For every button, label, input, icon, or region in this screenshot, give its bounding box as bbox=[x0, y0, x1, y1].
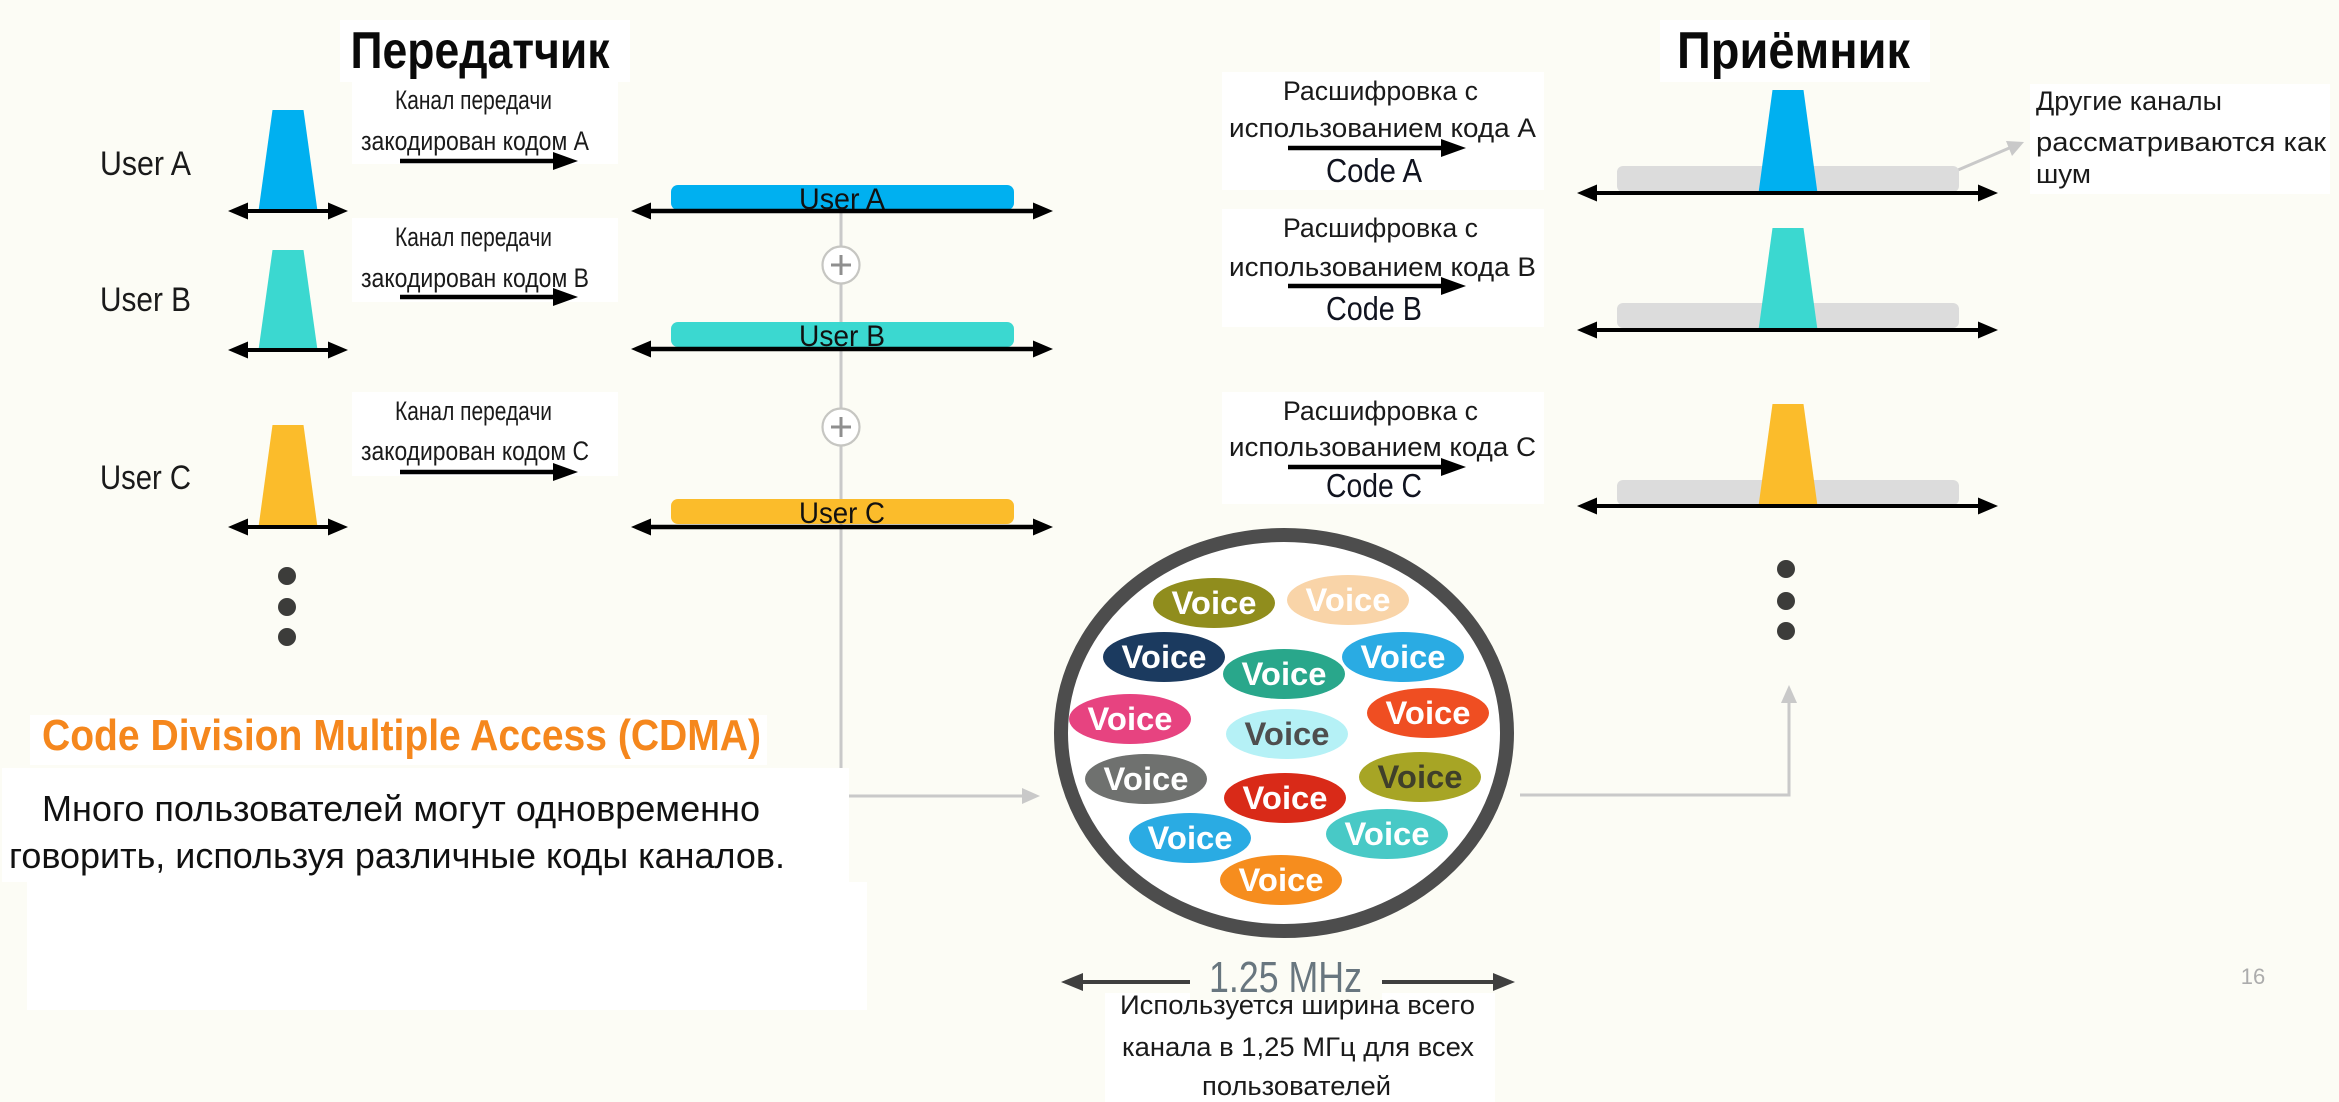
svg-text:Voice: Voice bbox=[1306, 582, 1391, 618]
svg-text:использованием кода B: использованием кода B bbox=[1229, 252, 1536, 282]
svg-text:Voice: Voice bbox=[1148, 820, 1233, 856]
svg-text:использованием кода C: использованием кода C bbox=[1229, 432, 1536, 462]
svg-text:Расшифровка с: Расшифровка с bbox=[1283, 76, 1478, 106]
svg-text:User B: User B bbox=[100, 281, 191, 319]
svg-text:закодирован кодом B: закодирован кодом B bbox=[361, 263, 589, 293]
svg-text:говорить, используя различные: говорить, используя различные коды канал… bbox=[9, 835, 785, 876]
svg-text:Расшифровка с: Расшифровка с bbox=[1283, 213, 1478, 243]
svg-text:закодирован кодом A: закодирован кодом A bbox=[361, 126, 589, 156]
svg-text:Code A: Code A bbox=[1326, 152, 1422, 189]
svg-text:Приёмник: Приёмник bbox=[1677, 22, 1911, 80]
svg-text:Voice: Voice bbox=[1345, 816, 1430, 852]
svg-text:Канал передачи: Канал передачи bbox=[395, 85, 552, 115]
svg-text:пользователей: пользователей bbox=[1202, 1071, 1391, 1101]
svg-text:Voice: Voice bbox=[1122, 639, 1207, 675]
svg-text:Другие каналы: Другие каналы bbox=[2036, 86, 2222, 116]
svg-text:Расшифровка с: Расшифровка с bbox=[1283, 396, 1478, 426]
svg-text:User A: User A bbox=[799, 183, 885, 216]
svg-text:Voice: Voice bbox=[1378, 759, 1463, 795]
svg-text:Много пользователей могут одно: Много пользователей могут одновременно bbox=[42, 788, 760, 829]
svg-text:Voice: Voice bbox=[1361, 639, 1446, 675]
svg-text:Voice: Voice bbox=[1242, 656, 1327, 692]
svg-text:Voice: Voice bbox=[1245, 716, 1330, 752]
svg-text:Передатчик: Передатчик bbox=[351, 22, 611, 80]
svg-text:Канал передачи: Канал передачи bbox=[395, 222, 552, 252]
svg-text:User B: User B bbox=[799, 320, 885, 353]
svg-text:User C: User C bbox=[100, 459, 191, 497]
svg-text:рассматриваются как: рассматриваются как bbox=[2036, 127, 2326, 157]
svg-text:User C: User C bbox=[799, 497, 885, 530]
svg-text:использованием кода A: использованием кода A bbox=[1229, 113, 1536, 143]
svg-text:Voice: Voice bbox=[1088, 701, 1173, 737]
svg-text:Voice: Voice bbox=[1104, 761, 1189, 797]
svg-text:шум: шум bbox=[2036, 159, 2091, 189]
svg-text:Канал передачи: Канал передачи bbox=[395, 396, 552, 426]
svg-text:16: 16 bbox=[2241, 964, 2265, 989]
svg-text:закодирован кодом C: закодирован кодом C bbox=[361, 436, 589, 466]
svg-text:1.25 MHz: 1.25 MHz bbox=[1209, 953, 1362, 1002]
svg-text:Voice: Voice bbox=[1243, 780, 1328, 816]
svg-text:Code C: Code C bbox=[1326, 467, 1422, 504]
svg-text:Code B: Code B bbox=[1326, 290, 1422, 327]
svg-text:Voice: Voice bbox=[1172, 585, 1257, 621]
svg-text:Voice: Voice bbox=[1386, 695, 1471, 731]
svg-text:канала в 1,25 МГц для всех: канала в 1,25 МГц для всех bbox=[1122, 1032, 1474, 1062]
svg-text:Используется ширина всего: Используется ширина всего bbox=[1120, 990, 1475, 1020]
svg-text:Voice: Voice bbox=[1239, 862, 1324, 898]
svg-text:User A: User A bbox=[100, 145, 191, 183]
svg-text:Code Division Multiple Access: Code Division Multiple Access (CDMA) bbox=[42, 711, 761, 760]
